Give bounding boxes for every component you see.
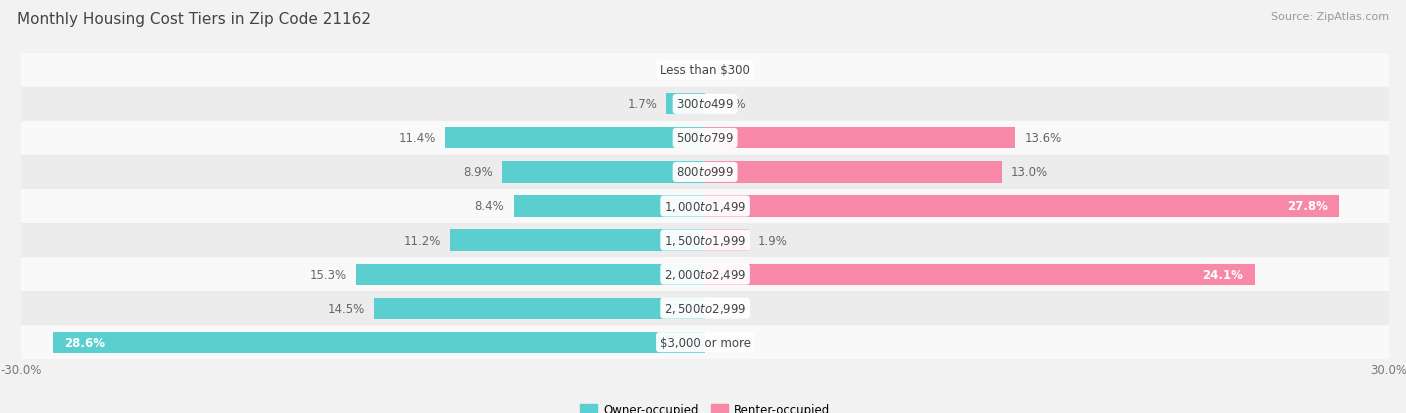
Bar <box>446 128 706 149</box>
FancyBboxPatch shape <box>21 223 1389 257</box>
Text: $500 to $799: $500 to $799 <box>676 132 734 145</box>
FancyBboxPatch shape <box>21 257 1389 292</box>
FancyBboxPatch shape <box>21 190 1389 223</box>
Bar <box>706 230 748 251</box>
Text: 0.0%: 0.0% <box>664 64 693 77</box>
Text: $800 to $999: $800 to $999 <box>676 166 734 179</box>
Text: 8.9%: 8.9% <box>464 166 494 179</box>
Bar <box>502 162 706 183</box>
Bar <box>706 196 1339 217</box>
Bar <box>356 264 706 285</box>
Text: 11.2%: 11.2% <box>404 234 440 247</box>
Text: 27.8%: 27.8% <box>1286 200 1327 213</box>
FancyBboxPatch shape <box>21 121 1389 156</box>
Text: 14.5%: 14.5% <box>328 302 366 315</box>
FancyBboxPatch shape <box>21 54 1389 88</box>
Text: Source: ZipAtlas.com: Source: ZipAtlas.com <box>1271 12 1389 22</box>
Text: $2,000 to $2,499: $2,000 to $2,499 <box>664 268 747 281</box>
Text: $1,500 to $1,999: $1,500 to $1,999 <box>664 233 747 247</box>
Bar <box>666 94 706 115</box>
Text: 0.0%: 0.0% <box>717 98 747 111</box>
Text: $1,000 to $1,499: $1,000 to $1,499 <box>664 199 747 214</box>
Text: Less than $300: Less than $300 <box>661 64 749 77</box>
Text: $300 to $499: $300 to $499 <box>676 98 734 111</box>
Bar <box>706 162 1001 183</box>
Text: 1.9%: 1.9% <box>758 234 787 247</box>
Text: 13.0%: 13.0% <box>1011 166 1047 179</box>
Bar <box>374 298 706 319</box>
Text: 0.0%: 0.0% <box>717 336 747 349</box>
Text: $2,500 to $2,999: $2,500 to $2,999 <box>664 301 747 316</box>
Text: 8.4%: 8.4% <box>475 200 505 213</box>
Text: 24.1%: 24.1% <box>1202 268 1243 281</box>
Text: 0.0%: 0.0% <box>717 64 747 77</box>
Text: $3,000 or more: $3,000 or more <box>659 336 751 349</box>
Bar <box>450 230 706 251</box>
Text: 0.0%: 0.0% <box>717 302 747 315</box>
Bar <box>513 196 706 217</box>
Bar <box>706 128 1015 149</box>
Text: 28.6%: 28.6% <box>65 336 105 349</box>
FancyBboxPatch shape <box>21 325 1389 359</box>
Text: 11.4%: 11.4% <box>399 132 436 145</box>
FancyBboxPatch shape <box>21 156 1389 190</box>
Bar <box>53 332 706 353</box>
Text: 15.3%: 15.3% <box>309 268 347 281</box>
Text: Monthly Housing Cost Tiers in Zip Code 21162: Monthly Housing Cost Tiers in Zip Code 2… <box>17 12 371 27</box>
FancyBboxPatch shape <box>21 292 1389 325</box>
Bar <box>706 264 1254 285</box>
FancyBboxPatch shape <box>21 88 1389 121</box>
Legend: Owner-occupied, Renter-occupied: Owner-occupied, Renter-occupied <box>575 398 835 413</box>
Text: 1.7%: 1.7% <box>627 98 657 111</box>
Text: 13.6%: 13.6% <box>1025 132 1062 145</box>
